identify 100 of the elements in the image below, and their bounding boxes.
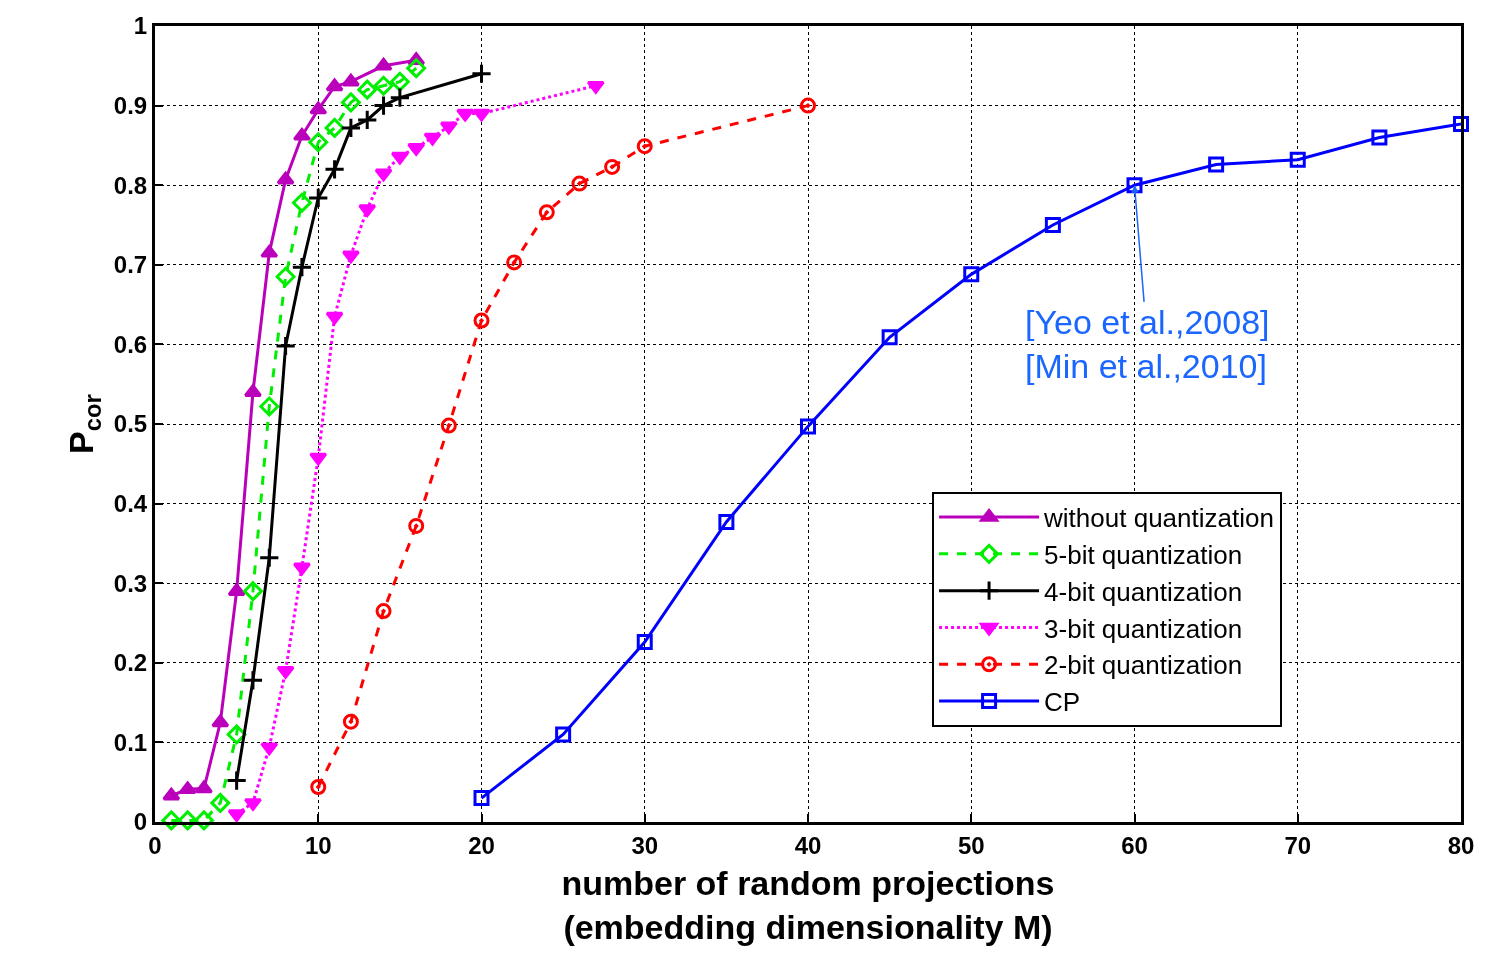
point — [341, 73, 360, 87]
point — [356, 109, 378, 131]
point — [309, 452, 328, 466]
point — [389, 87, 411, 109]
legend-label: 3-bit quantization — [1044, 613, 1243, 644]
point — [440, 417, 457, 434]
point — [423, 132, 442, 146]
point — [178, 781, 197, 795]
legend-label: 2-bit quantization — [1044, 650, 1243, 681]
point — [275, 335, 297, 357]
point — [211, 714, 230, 728]
point — [470, 63, 493, 85]
y-tick-label: 0 — [133, 808, 148, 836]
point — [472, 108, 491, 122]
point — [800, 97, 816, 114]
point — [342, 713, 359, 730]
point — [260, 244, 279, 258]
point — [963, 266, 980, 283]
point — [309, 101, 328, 115]
y-tick-label: 0.1 — [113, 728, 148, 756]
y-tick-label: 0.2 — [113, 649, 148, 677]
y-tick-label: 1 — [133, 12, 148, 40]
y-tick-label: 0.7 — [113, 251, 148, 279]
point — [571, 175, 588, 192]
point — [538, 204, 555, 221]
x-tick-label: 70 — [1284, 831, 1312, 859]
point — [325, 78, 344, 92]
y-tick-label: 0.6 — [113, 330, 148, 358]
point — [1044, 217, 1061, 233]
point — [389, 71, 410, 92]
point — [325, 311, 344, 325]
point — [1208, 156, 1225, 173]
point — [177, 810, 198, 831]
point — [210, 792, 231, 813]
point — [357, 79, 378, 100]
point — [358, 204, 377, 218]
point — [291, 256, 313, 278]
y-tick-label: 0.5 — [113, 410, 148, 438]
point — [242, 669, 264, 691]
point — [162, 787, 181, 801]
x-tick-label: 40 — [794, 831, 822, 859]
point — [226, 770, 248, 792]
point — [310, 778, 327, 795]
point — [194, 780, 213, 794]
point — [291, 192, 312, 213]
x-tick-label: 10 — [304, 831, 332, 859]
point — [308, 132, 329, 153]
point — [555, 726, 572, 743]
point — [406, 58, 427, 79]
point — [260, 742, 279, 756]
point — [243, 581, 263, 602]
point — [323, 158, 346, 180]
point — [292, 127, 311, 141]
point — [375, 603, 392, 620]
point — [1289, 151, 1306, 168]
point — [374, 168, 393, 182]
y-tick-label: 0.9 — [113, 92, 148, 119]
point — [506, 254, 523, 271]
point — [227, 809, 246, 823]
point — [374, 57, 393, 71]
legend-label: 5-bit quantization — [1044, 540, 1243, 570]
point — [636, 634, 653, 651]
point — [1371, 129, 1388, 146]
point — [373, 75, 394, 96]
point — [473, 790, 490, 807]
point — [258, 547, 280, 569]
point — [800, 418, 816, 435]
point — [340, 117, 362, 139]
point — [341, 250, 360, 264]
annotation: [Yeo et al.,2008] [Min et al.,2010] — [1025, 303, 1270, 386]
legend-label: 4-bit quantization — [1044, 576, 1243, 607]
x-axis-title: number of random projections (embedding dimensionality M) — [561, 864, 1055, 947]
x-tick-label: 30 — [631, 831, 659, 859]
legend-label: CP — [1044, 687, 1081, 718]
point — [1126, 177, 1143, 194]
point — [439, 121, 458, 135]
x-tick-label: 50 — [957, 831, 985, 859]
point — [473, 312, 490, 329]
point — [340, 92, 361, 113]
x-tick-label: 60 — [1121, 831, 1148, 859]
point — [586, 80, 605, 94]
point — [275, 266, 296, 287]
point — [292, 562, 311, 576]
point — [408, 517, 425, 534]
point — [881, 329, 898, 346]
point — [1453, 115, 1469, 132]
legend-label: without quantization — [1043, 503, 1274, 534]
point — [636, 138, 653, 155]
point — [390, 151, 409, 165]
point — [259, 396, 280, 417]
point — [604, 158, 621, 175]
x-tick-label: 80 — [1447, 831, 1475, 859]
point — [161, 810, 182, 831]
point — [276, 171, 295, 185]
point — [307, 187, 329, 209]
point — [456, 108, 475, 122]
y-tick-label: 0.4 — [113, 490, 148, 517]
point — [718, 513, 735, 530]
point — [194, 810, 214, 831]
point — [372, 95, 395, 117]
